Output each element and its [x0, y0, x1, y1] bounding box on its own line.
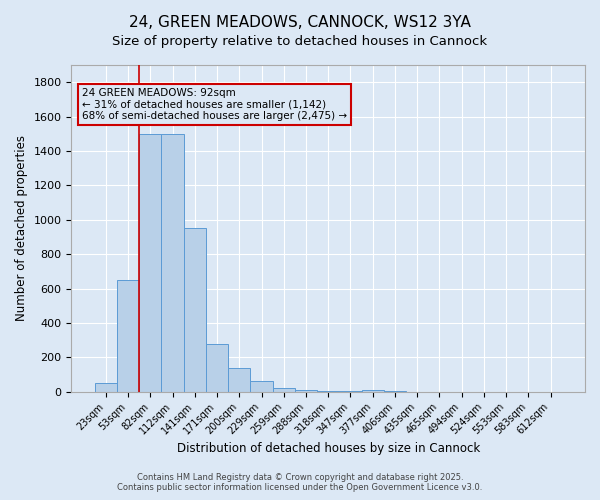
X-axis label: Distribution of detached houses by size in Cannock: Distribution of detached houses by size …	[176, 442, 480, 455]
Bar	[139, 134, 161, 392]
Bar	[317, 391, 340, 392]
Bar	[362, 390, 384, 392]
Text: 24 GREEN MEADOWS: 92sqm
← 31% of detached houses are smaller (1,142)
68% of semi: 24 GREEN MEADOWS: 92sqm ← 31% of detache…	[82, 88, 347, 121]
Bar	[228, 368, 250, 392]
Y-axis label: Number of detached properties: Number of detached properties	[15, 136, 28, 322]
Text: Contains HM Land Registry data © Crown copyright and database right 2025.
Contai: Contains HM Land Registry data © Crown c…	[118, 473, 482, 492]
Bar	[272, 388, 295, 392]
Bar	[95, 383, 117, 392]
Bar	[250, 382, 272, 392]
Bar	[117, 280, 139, 392]
Text: Size of property relative to detached houses in Cannock: Size of property relative to detached ho…	[112, 35, 488, 48]
Bar	[184, 228, 206, 392]
Bar	[161, 134, 184, 392]
Bar	[295, 390, 317, 392]
Text: 24, GREEN MEADOWS, CANNOCK, WS12 3YA: 24, GREEN MEADOWS, CANNOCK, WS12 3YA	[129, 15, 471, 30]
Bar	[206, 344, 228, 392]
